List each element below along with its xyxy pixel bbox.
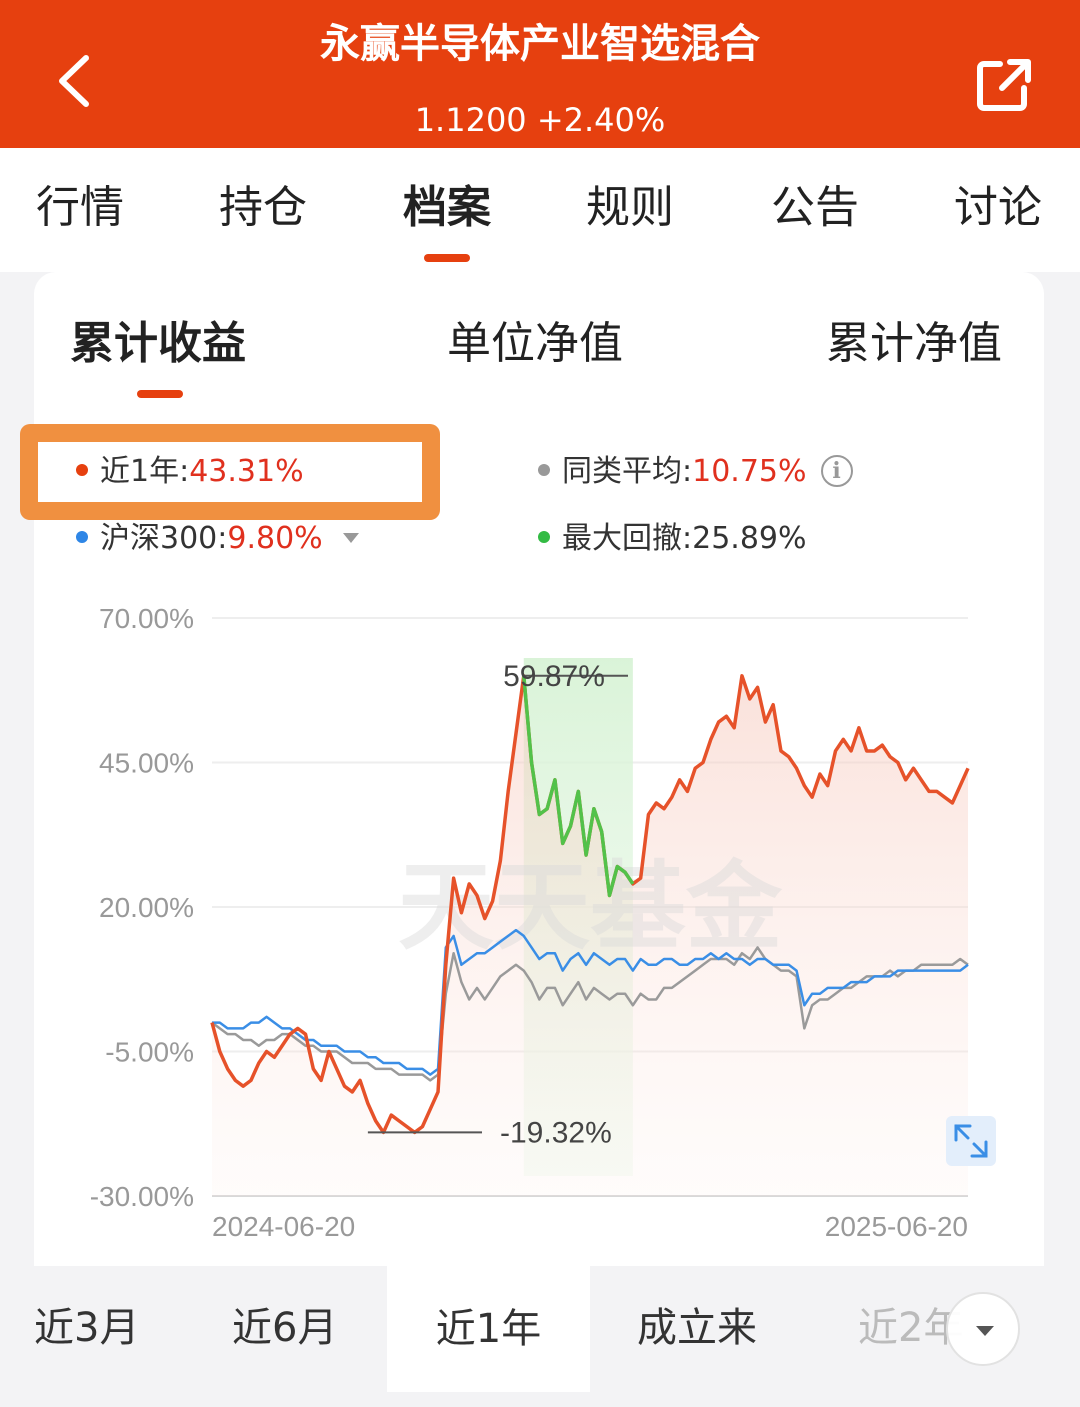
- tab-cumulative-return[interactable]: 累计收益: [70, 318, 246, 369]
- stat-label: 最大回撤:: [562, 521, 693, 556]
- x-tick-end: 2025-06-20: [825, 1211, 968, 1242]
- back-button[interactable]: [44, 38, 108, 124]
- cumulative-return-chart[interactable]: 天天基金 59.87%-19.32% 70.00%45.00%20.00%-5.…: [0, 0, 1080, 1260]
- index-legend-dot: [76, 530, 88, 543]
- stat-label: 沪深300:: [100, 521, 228, 556]
- x-tick-start: 2024-06-20: [212, 1211, 355, 1242]
- tab-holdings[interactable]: 持仓: [219, 182, 307, 233]
- tab-cumulative-nav[interactable]: 累计净值: [826, 318, 1002, 369]
- stat-value: 25.89%: [692, 521, 807, 556]
- max-drawdown-line: [522, 675, 635, 898]
- fund-price: 1.1200 +2.40%: [240, 96, 840, 144]
- stat-label: 同类平均:: [562, 454, 693, 489]
- range-1y[interactable]: 近1年: [387, 1266, 590, 1392]
- chevron-down-icon: [976, 1326, 994, 1336]
- caret-down-icon[interactable]: [342, 532, 359, 543]
- y-tick-label: -30.00%: [90, 1181, 194, 1212]
- stat-fund-return: 近1年:43.31%: [76, 450, 304, 494]
- drawdown-legend-dot: [538, 530, 550, 543]
- range-6m[interactable]: 近6月: [232, 1305, 338, 1351]
- active-tab-indicator: [424, 254, 470, 262]
- share-icon: [977, 59, 1031, 111]
- daily-change: +2.40%: [536, 101, 666, 139]
- info-icon[interactable]: i: [820, 454, 853, 487]
- nav-value: 1.1200: [414, 101, 527, 139]
- time-range-bar: 近3月 近6月 近1年 成立来 近2年: [34, 1266, 1044, 1392]
- fund-title: 永赢半导体产业智选混合: [320, 21, 760, 67]
- tab-rules[interactable]: 规则: [586, 182, 674, 233]
- tab-profile[interactable]: 档案: [403, 182, 491, 233]
- tab-discussion[interactable]: 讨论: [954, 182, 1042, 233]
- fund-area-fill: [212, 675, 968, 1196]
- tab-market[interactable]: 行情: [36, 182, 124, 233]
- min-annotation: -19.32%: [500, 1116, 612, 1149]
- y-tick-label: 45.00%: [99, 748, 194, 779]
- tab-unit-nav[interactable]: 单位净值: [447, 318, 623, 369]
- stat-value: 43.31%: [189, 454, 304, 489]
- range-3m[interactable]: 近3月: [34, 1305, 140, 1351]
- share-button[interactable]: [972, 52, 1036, 116]
- stat-max-drawdown: 最大回撤:25.89%: [538, 517, 807, 561]
- app-header: 永赢半导体产业智选混合 1.1200 +2.40%: [0, 0, 1080, 148]
- stat-value: 10.75%: [692, 454, 807, 489]
- stat-value: 9.80%: [227, 521, 323, 556]
- csi300-line: [212, 928, 969, 1076]
- highlight-box: [20, 424, 440, 520]
- stat-peer-average: 同类平均:10.75% i: [538, 450, 853, 494]
- tab-announcements[interactable]: 公告: [771, 182, 859, 233]
- fullscreen-button[interactable]: [946, 1116, 996, 1166]
- main-tabs: 行情 持仓 档案 规则 公告 讨论: [0, 148, 1080, 272]
- peer-legend-dot: [538, 463, 550, 476]
- y-tick-label: -5.00%: [105, 1037, 194, 1068]
- more-ranges-button[interactable]: [946, 1292, 1020, 1366]
- stat-label: 近1年:: [100, 454, 190, 489]
- y-tick-label: 20.00%: [99, 892, 194, 923]
- range-2y[interactable]: 近2年: [858, 1305, 964, 1351]
- stat-index-return[interactable]: 沪深300:9.80%: [76, 517, 359, 561]
- active-subtab-indicator: [137, 390, 183, 398]
- y-tick-label: 70.00%: [99, 603, 194, 634]
- expand-icon: [954, 1124, 988, 1158]
- chevron-left-icon: [59, 55, 89, 107]
- fund-legend-dot: [76, 463, 88, 476]
- max-annotation: 59.87%: [503, 660, 605, 693]
- range-since-inception[interactable]: 成立来: [637, 1305, 757, 1351]
